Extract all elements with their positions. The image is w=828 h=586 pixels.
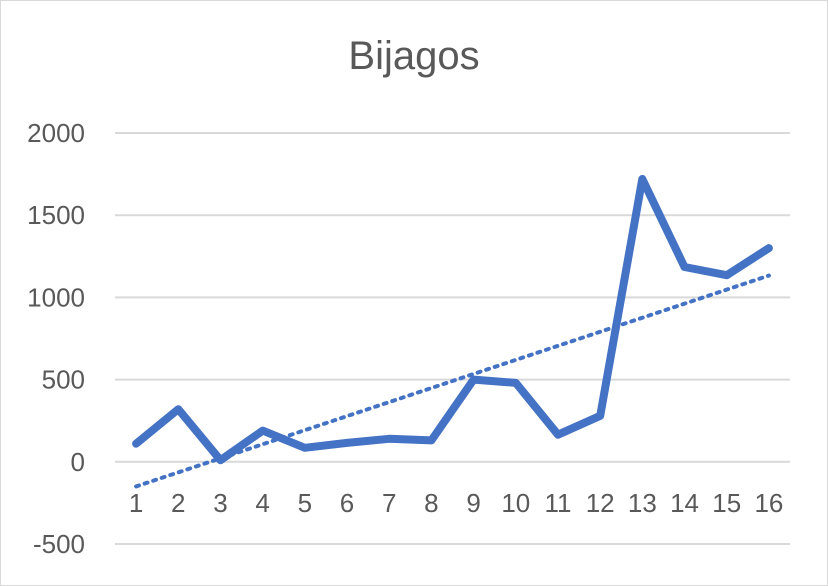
x-axis-tick-labels: 1 2 3 4 5 6 7 8 9 10 11 12 13 14 15 16 <box>129 488 784 518</box>
trendline <box>134 273 771 489</box>
y-tick-label: 500 <box>42 365 85 395</box>
x-tick-label: 2 <box>171 488 185 518</box>
series-line <box>132 175 773 465</box>
y-axis-tick-labels: -500 0 500 1000 1500 2000 <box>27 118 85 559</box>
x-tick-label: 16 <box>754 488 783 518</box>
x-tick-label: 8 <box>424 488 438 518</box>
grid-layer <box>115 132 790 545</box>
x-tick-label: 13 <box>628 488 657 518</box>
y-tick-label: 0 <box>71 447 85 477</box>
y-tick-label: -500 <box>33 529 85 559</box>
x-tick-label: 9 <box>466 488 480 518</box>
chart-title: Bijagos <box>348 34 480 78</box>
x-tick-label: 14 <box>670 488 699 518</box>
x-tick-label: 6 <box>340 488 354 518</box>
x-tick-label: 15 <box>712 488 741 518</box>
y-tick-label: 2000 <box>27 118 85 148</box>
x-tick-label: 10 <box>501 488 530 518</box>
series-layer <box>132 175 773 465</box>
x-tick-label: 4 <box>255 488 269 518</box>
x-tick-label: 7 <box>382 488 396 518</box>
x-tick-label: 1 <box>129 488 143 518</box>
x-tick-label: 5 <box>298 488 312 518</box>
x-tick-label: 11 <box>544 488 571 518</box>
y-tick-label: 1500 <box>27 200 85 230</box>
trendline-layer <box>134 273 771 489</box>
x-tick-label: 12 <box>586 488 615 518</box>
y-tick-label: 1000 <box>27 282 85 312</box>
x-tick-label: 3 <box>213 488 227 518</box>
